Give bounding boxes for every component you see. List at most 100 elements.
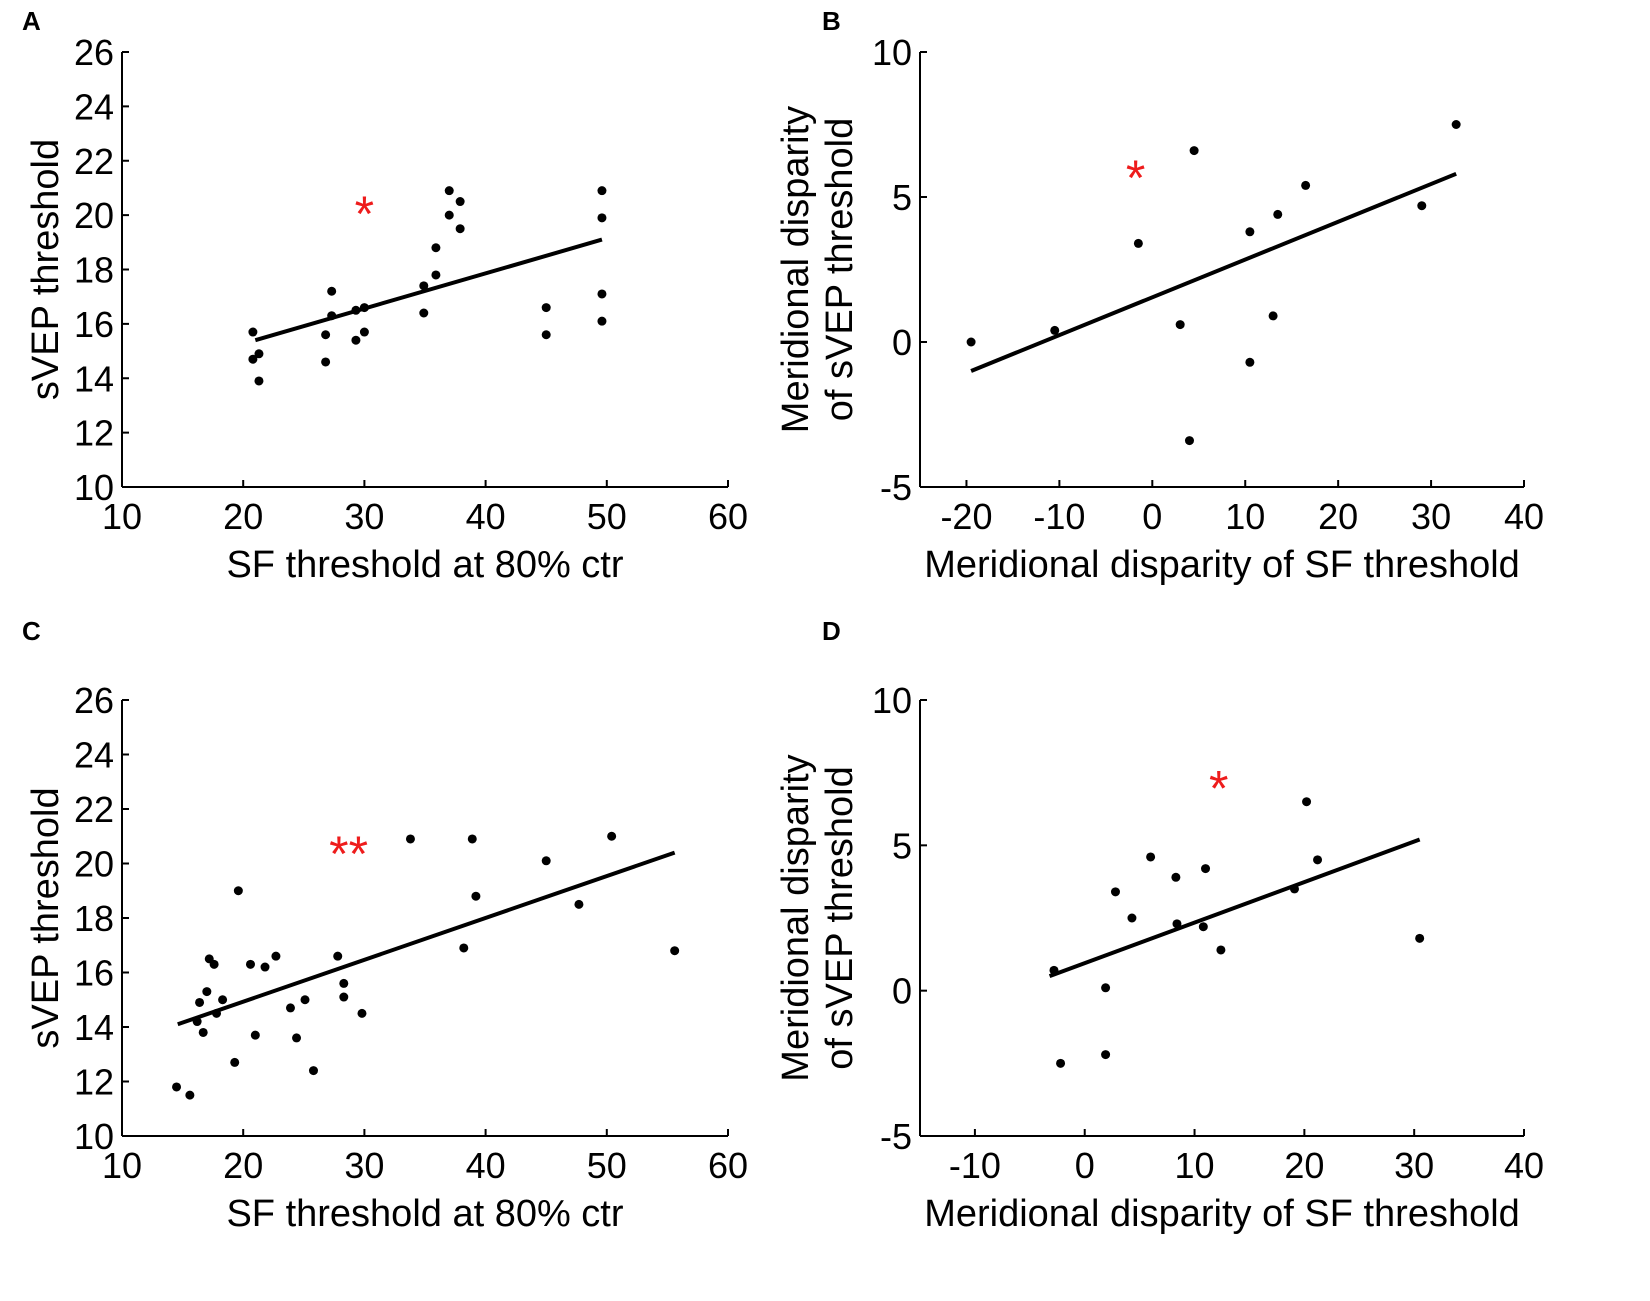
data-point: [1198, 922, 1208, 932]
y-tick-label: 26: [74, 32, 114, 73]
panel-c: C 10 20 30 40 50 60 10 12 14 16 18 20 22 24 26 ** SF t…: [22, 616, 748, 1235]
data-points: [1049, 797, 1425, 1068]
data-point: [431, 243, 441, 253]
panel-label: C: [22, 616, 41, 646]
x-tick-label: 0: [1075, 1145, 1095, 1186]
data-point: [541, 303, 551, 313]
data-point: [1184, 436, 1194, 446]
data-point: [1245, 227, 1255, 237]
data-point: [455, 197, 465, 207]
x-tick-label: 30: [1411, 496, 1451, 537]
y-tick-label: 24: [74, 86, 114, 127]
data-point: [1415, 933, 1425, 943]
x-tick-label: 20: [223, 1145, 263, 1186]
x-tick-label: 10: [102, 496, 142, 537]
regression-line: [254, 237, 603, 343]
y-axis-title-line-2: of sVEP threshold: [819, 118, 861, 421]
data-point: [248, 327, 258, 337]
data-points: [248, 186, 607, 386]
data-point: [308, 1066, 318, 1076]
y-tick-label: 26: [74, 680, 114, 721]
data-point: [419, 308, 429, 318]
data-points: [966, 120, 1461, 446]
x-axis-title: Meridional disparity of SF threshold: [924, 544, 1520, 586]
panel-b: B -20 -10 0 10 20 30 40 -5 0 5 10 * Meridional dis…: [775, 6, 1544, 586]
data-point: [1273, 209, 1283, 219]
y-tick-label: 14: [74, 1007, 114, 1048]
x-axis-title: SF threshold at 80% ctr: [226, 544, 623, 586]
data-point: [597, 289, 607, 299]
y-tick-label: 10: [872, 32, 912, 73]
y-tick-label: 20: [74, 195, 114, 236]
y-tick-label: 0: [892, 971, 912, 1012]
y-tick-label: 10: [74, 1116, 114, 1157]
data-point: [1110, 887, 1120, 897]
data-point: [248, 354, 258, 364]
y-tick-label: 10: [74, 467, 114, 508]
data-point: [966, 337, 976, 347]
x-tick-label: 40: [466, 1145, 506, 1186]
data-point: [327, 286, 337, 296]
y-tick-label: -5: [880, 467, 912, 508]
data-point: [405, 834, 415, 844]
ticks: -10 0 10 20 30 40 -5 0 5 10: [872, 680, 1544, 1186]
panel-label: D: [822, 616, 841, 646]
data-point: [351, 335, 361, 345]
data-point: [321, 330, 331, 340]
y-tick-label: 24: [74, 735, 114, 776]
data-point: [245, 959, 255, 969]
data-point: [359, 327, 369, 337]
data-point: [467, 834, 477, 844]
y-tick-label: 22: [74, 789, 114, 830]
data-point: [198, 1027, 208, 1037]
data-point: [333, 951, 343, 961]
data-point: [597, 213, 607, 223]
data-point: [300, 995, 310, 1005]
x-tick-label: 40: [1504, 496, 1544, 537]
data-point: [431, 270, 441, 280]
data-point: [339, 978, 349, 988]
data-point: [1175, 320, 1185, 330]
data-point: [292, 1033, 302, 1043]
data-point: [1101, 1050, 1111, 1060]
panel-label: A: [22, 6, 41, 36]
x-tick-label: 0: [1142, 496, 1162, 537]
data-point: [1146, 852, 1156, 862]
data-point: [1313, 855, 1323, 865]
ticks: 10 20 30 40 50 60 10 12 14 16 18 20 22 24 26: [74, 680, 748, 1186]
data-point: [1189, 146, 1199, 156]
data-point: [455, 224, 465, 234]
data-point: [1216, 945, 1226, 955]
data-point: [1101, 983, 1111, 993]
x-axis-title: Meridional disparity of SF threshold: [924, 1193, 1520, 1235]
regression-line: [1048, 837, 1421, 979]
y-tick-label: 0: [892, 322, 912, 363]
data-point: [285, 1003, 295, 1013]
data-point: [471, 891, 481, 901]
x-tick-label: -10: [1033, 496, 1085, 537]
x-tick-label: 10: [102, 1145, 142, 1186]
data-point: [459, 943, 469, 953]
significance-marker: *: [1126, 150, 1145, 206]
data-point: [1302, 797, 1312, 807]
data-points: [172, 831, 680, 1100]
regression-line: [177, 850, 676, 1027]
data-point: [230, 1057, 240, 1067]
y-tick-label: 12: [74, 413, 114, 454]
y-axis-title: sVEP threshold: [25, 787, 67, 1048]
significance-marker: **: [329, 826, 368, 882]
data-point: [1127, 913, 1137, 923]
data-point: [209, 959, 219, 969]
y-tick-label: 20: [74, 844, 114, 885]
y-tick-label: 18: [74, 898, 114, 939]
y-tick-label: 12: [74, 1062, 114, 1103]
ticks: 10 20 30 40 50 60 10 12 14 16 18 20 22 24 26: [74, 32, 748, 537]
significance-marker: *: [355, 186, 374, 242]
y-axis-title: sVEP threshold: [25, 139, 67, 400]
y-axis-title-line-1: Meridional disparity: [775, 754, 817, 1081]
data-point: [597, 316, 607, 326]
data-point: [172, 1082, 182, 1092]
x-tick-label: 30: [1394, 1145, 1434, 1186]
x-tick-label: 20: [1318, 496, 1358, 537]
